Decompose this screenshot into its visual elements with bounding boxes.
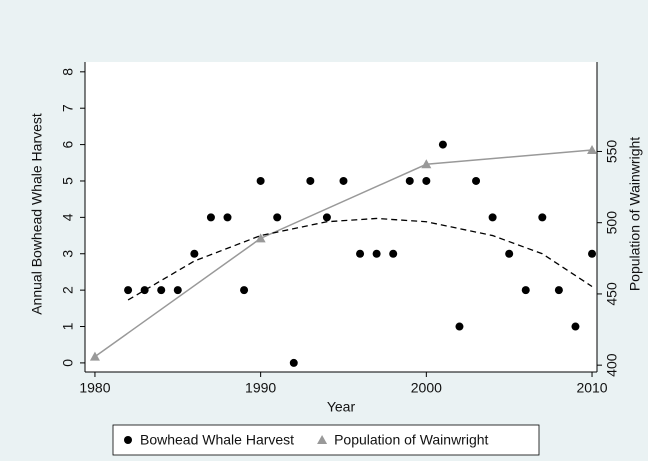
point [505, 249, 514, 258]
point [571, 322, 580, 331]
y-axis-title: Annual Bowhead Whale Harvest [29, 113, 45, 315]
point [339, 176, 348, 185]
legend-marker [317, 435, 328, 444]
line [94, 149, 593, 358]
x-tick-label: 2010 [576, 380, 607, 396]
point [587, 145, 598, 155]
y-tick-label: 5 [60, 177, 76, 185]
legend-label: Bowhead Whale Harvest [140, 432, 294, 448]
point [421, 159, 432, 169]
y-tick-label: 0 [60, 359, 76, 367]
point [438, 140, 447, 149]
point [255, 233, 266, 243]
y-tick-label: 1 [60, 322, 76, 330]
point [455, 322, 464, 331]
point [124, 286, 133, 295]
y2-tick-label: 450 [604, 282, 620, 306]
y-tick-label: 7 [60, 104, 76, 112]
point [140, 286, 149, 295]
point [472, 176, 481, 185]
x-tick-label: 2000 [411, 380, 442, 396]
y2-tick-label: 550 [604, 140, 620, 164]
y2-tick-label: 400 [604, 353, 620, 377]
point [389, 249, 398, 258]
point [206, 213, 215, 222]
point [89, 351, 100, 361]
x-axis-title: Year [327, 399, 356, 415]
legend-marker [124, 436, 132, 444]
plot-area [85, 62, 597, 372]
y-tick-label: 3 [60, 250, 76, 258]
legend-label: Population of Wainwright [334, 432, 488, 448]
point [538, 213, 547, 222]
y-tick-label: 6 [60, 140, 76, 148]
point [256, 176, 265, 185]
point [289, 358, 298, 367]
point [223, 213, 232, 222]
y-tick-label: 8 [60, 68, 76, 76]
point [488, 213, 497, 222]
point [405, 176, 414, 185]
point [322, 213, 331, 222]
point [521, 286, 530, 295]
point [273, 213, 282, 222]
x-tick-label: 1980 [79, 380, 110, 396]
line [127, 217, 593, 301]
point [588, 249, 597, 258]
point [240, 286, 249, 295]
point [306, 176, 315, 185]
y-tick-label: 4 [60, 213, 76, 221]
y2-tick-label: 500 [604, 211, 620, 235]
point [157, 286, 166, 295]
y2-axis-title: Population of Wainwright [627, 137, 643, 291]
legend [112, 424, 540, 456]
point [372, 249, 381, 258]
point [356, 249, 365, 258]
y-tick-label: 2 [60, 286, 76, 294]
x-tick-label: 1990 [245, 380, 276, 396]
point [173, 286, 182, 295]
point [190, 249, 199, 258]
point [422, 176, 431, 185]
point [554, 286, 563, 295]
